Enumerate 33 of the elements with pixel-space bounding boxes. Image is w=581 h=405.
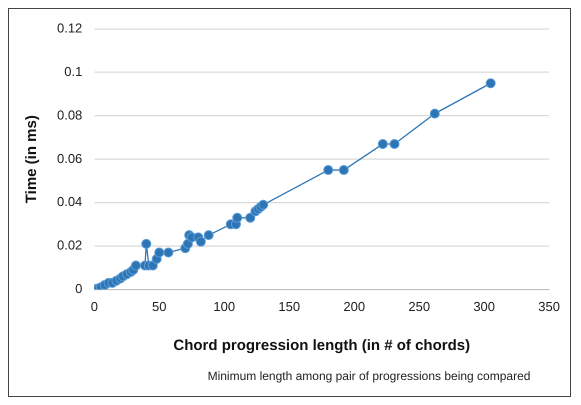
x-tick-label: 50 (152, 298, 167, 314)
point (378, 139, 388, 150)
text: Minimum length among pair of progressions being compared (206, 369, 532, 383)
point (196, 236, 206, 247)
x-tick-label: 100 (213, 298, 236, 314)
point (245, 212, 256, 223)
point (323, 165, 334, 176)
y-tick-label: 0.1 (64, 64, 82, 79)
x-tick-label: 0 (90, 298, 98, 314)
point (258, 200, 268, 210)
point (204, 230, 214, 240)
x-tick-label: 350 (538, 298, 560, 314)
x-tick-label: 250 (408, 298, 430, 314)
x-axis-title: Chord progression length (in # of chords) (173, 337, 470, 354)
y-tick-label: 0.02 (56, 238, 82, 253)
point (338, 165, 349, 176)
point (390, 139, 400, 150)
y-tick-label: 0.08 (56, 107, 82, 122)
point (486, 78, 496, 88)
point (154, 248, 164, 258)
x-tick-label: 300 (473, 298, 496, 314)
point (130, 260, 141, 271)
point (232, 212, 242, 223)
point (163, 248, 174, 258)
x-tick-label: 150 (278, 298, 300, 314)
x-tick-label: 200 (343, 298, 366, 314)
y-tick-label: 0.04 (56, 194, 82, 210)
y-tick-label: 0.12 (56, 20, 82, 36)
y-tick-label: 0 (75, 280, 82, 296)
point (141, 238, 152, 249)
point (430, 108, 440, 119)
y-tick-label: 0.06 (56, 150, 82, 166)
y-axis-title: Time (in ms) (23, 115, 40, 204)
